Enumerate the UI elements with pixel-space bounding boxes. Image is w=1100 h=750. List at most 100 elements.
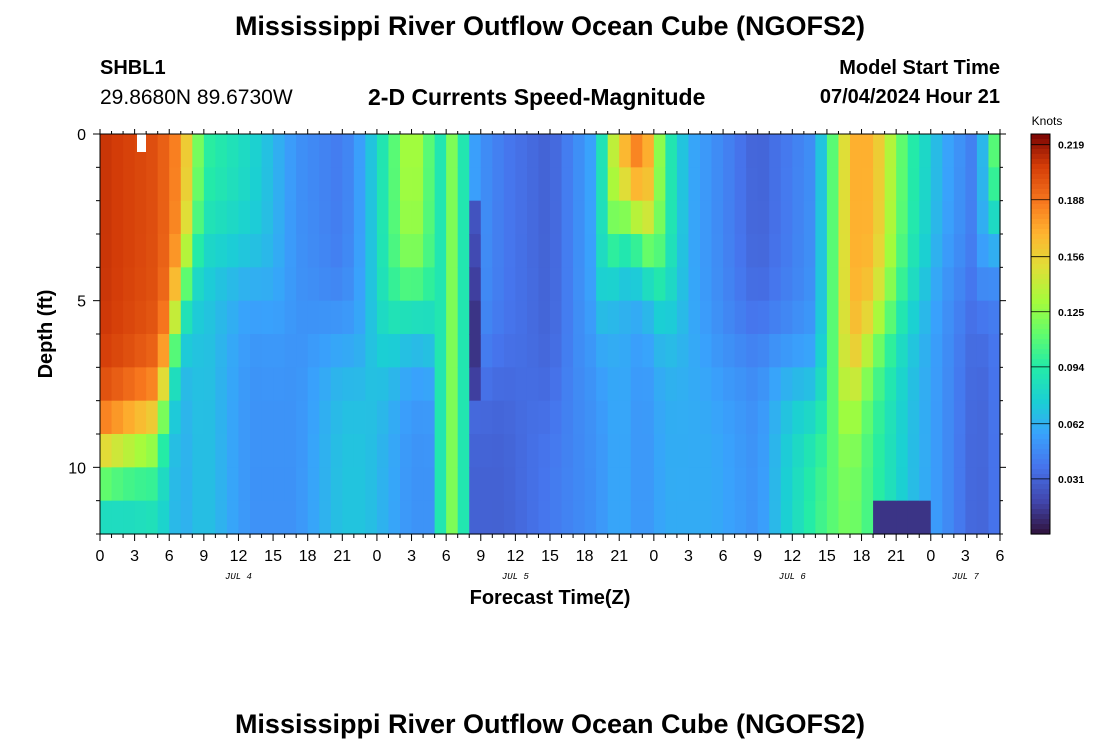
heatmap-cell	[838, 334, 851, 368]
heatmap-cell	[988, 334, 1001, 368]
heatmap-cell	[896, 200, 909, 235]
heatmap-cell	[757, 434, 770, 468]
heatmap-cell	[226, 500, 240, 535]
heatmap-cell	[653, 467, 666, 502]
heatmap-cell	[976, 167, 990, 202]
heatmap-cell	[665, 367, 678, 402]
heatmap-cell	[711, 300, 724, 335]
heatmap-cell	[215, 400, 228, 435]
heatmap-cell	[607, 500, 620, 535]
x-tick-label: 6	[996, 548, 1005, 565]
heatmap-cell	[688, 367, 701, 402]
heatmap-cell	[480, 434, 493, 468]
heatmap-cell	[180, 434, 193, 468]
heatmap-cell	[711, 167, 724, 202]
heatmap-cell	[296, 334, 309, 368]
heatmap-cell	[896, 300, 909, 335]
heatmap-cell	[850, 434, 863, 468]
heatmap-cell	[896, 267, 909, 302]
heatmap-cell	[457, 367, 470, 402]
heatmap-cell	[157, 367, 170, 402]
heatmap-cell	[803, 434, 816, 468]
heatmap-cell	[515, 467, 528, 502]
heatmap-cell	[169, 434, 182, 468]
colorbar-segment	[1031, 249, 1050, 255]
heatmap-cell	[815, 434, 828, 468]
heatmap-cell	[434, 400, 447, 435]
heatmap-cell	[642, 367, 655, 402]
heatmap-cell	[480, 467, 493, 502]
heatmap-cell	[873, 467, 886, 502]
heatmap-cell	[330, 434, 343, 468]
heatmap-cell	[630, 400, 643, 435]
heatmap-cell	[330, 400, 343, 435]
heatmap-cell	[826, 467, 840, 502]
heatmap-cell	[215, 367, 228, 402]
heatmap-cell	[192, 267, 205, 302]
heatmap-cell	[123, 367, 136, 402]
colorbar-segment	[1031, 329, 1050, 335]
heatmap-cell	[757, 134, 770, 168]
heatmap-cell	[723, 167, 736, 202]
heatmap-cell	[353, 467, 366, 502]
heatmap-cell	[596, 267, 609, 302]
heatmap-cell	[446, 500, 459, 535]
heatmap-cell	[180, 467, 193, 502]
colorbar-segment	[1031, 314, 1050, 320]
heatmap-cell	[792, 500, 805, 535]
heatmap-cell	[146, 367, 159, 402]
heatmap-cell	[850, 400, 863, 435]
heatmap-cell	[976, 467, 990, 502]
heatmap-cell	[538, 200, 551, 235]
heatmap-cell	[780, 467, 793, 502]
heatmap-cell	[400, 167, 413, 202]
heatmap-cell	[838, 300, 851, 335]
heatmap-cell	[400, 200, 413, 235]
heatmap-cell	[561, 134, 574, 168]
heatmap-cell	[215, 200, 228, 235]
heatmap-cell	[296, 134, 309, 168]
heatmap-cell	[573, 367, 586, 402]
heatmap-cell	[215, 267, 228, 302]
heatmap-cell	[480, 400, 493, 435]
heatmap-cell	[850, 300, 863, 335]
heatmap-cell	[746, 267, 759, 302]
heatmap-cell	[100, 167, 113, 202]
heatmap-cell	[907, 200, 920, 235]
x-tick-label: 18	[576, 548, 594, 565]
heatmap-cell	[780, 267, 793, 302]
heatmap-cell	[469, 200, 482, 235]
colorbar-segment	[1031, 434, 1050, 440]
heatmap-cell	[134, 167, 147, 202]
heatmap-cell	[250, 467, 263, 502]
heatmap-cell	[942, 334, 955, 368]
heatmap-cell	[873, 200, 886, 235]
heatmap-cell	[792, 434, 805, 468]
heatmap-cell	[296, 234, 309, 268]
heatmap-cell	[607, 134, 620, 168]
heatmap-cell	[676, 334, 690, 368]
colorbar-segment	[1031, 529, 1050, 535]
heatmap-cell	[619, 500, 632, 535]
heatmap-cell	[376, 434, 390, 468]
heatmap-cell	[296, 434, 309, 468]
heatmap-cell	[296, 167, 309, 202]
heatmap-cell	[157, 334, 170, 368]
heatmap-cell	[711, 334, 724, 368]
heatmap-cell	[203, 134, 216, 168]
heatmap-cell	[584, 267, 597, 302]
heatmap-cell	[284, 467, 297, 502]
heatmap-cell	[423, 334, 436, 368]
heatmap-cell	[746, 234, 759, 268]
heatmap-cell	[746, 400, 759, 435]
colorbar-tick-label: 0.125	[1058, 307, 1084, 319]
heatmap-cell	[192, 500, 205, 535]
heatmap-cell	[584, 167, 597, 202]
heatmap-cell	[942, 467, 955, 502]
heatmap-cell	[757, 334, 770, 368]
colorbar-segment	[1031, 134, 1050, 140]
heatmap-cell	[342, 500, 355, 535]
heatmap-cell	[434, 367, 447, 402]
heatmap-cell	[769, 167, 782, 202]
heatmap-cell	[642, 500, 655, 535]
